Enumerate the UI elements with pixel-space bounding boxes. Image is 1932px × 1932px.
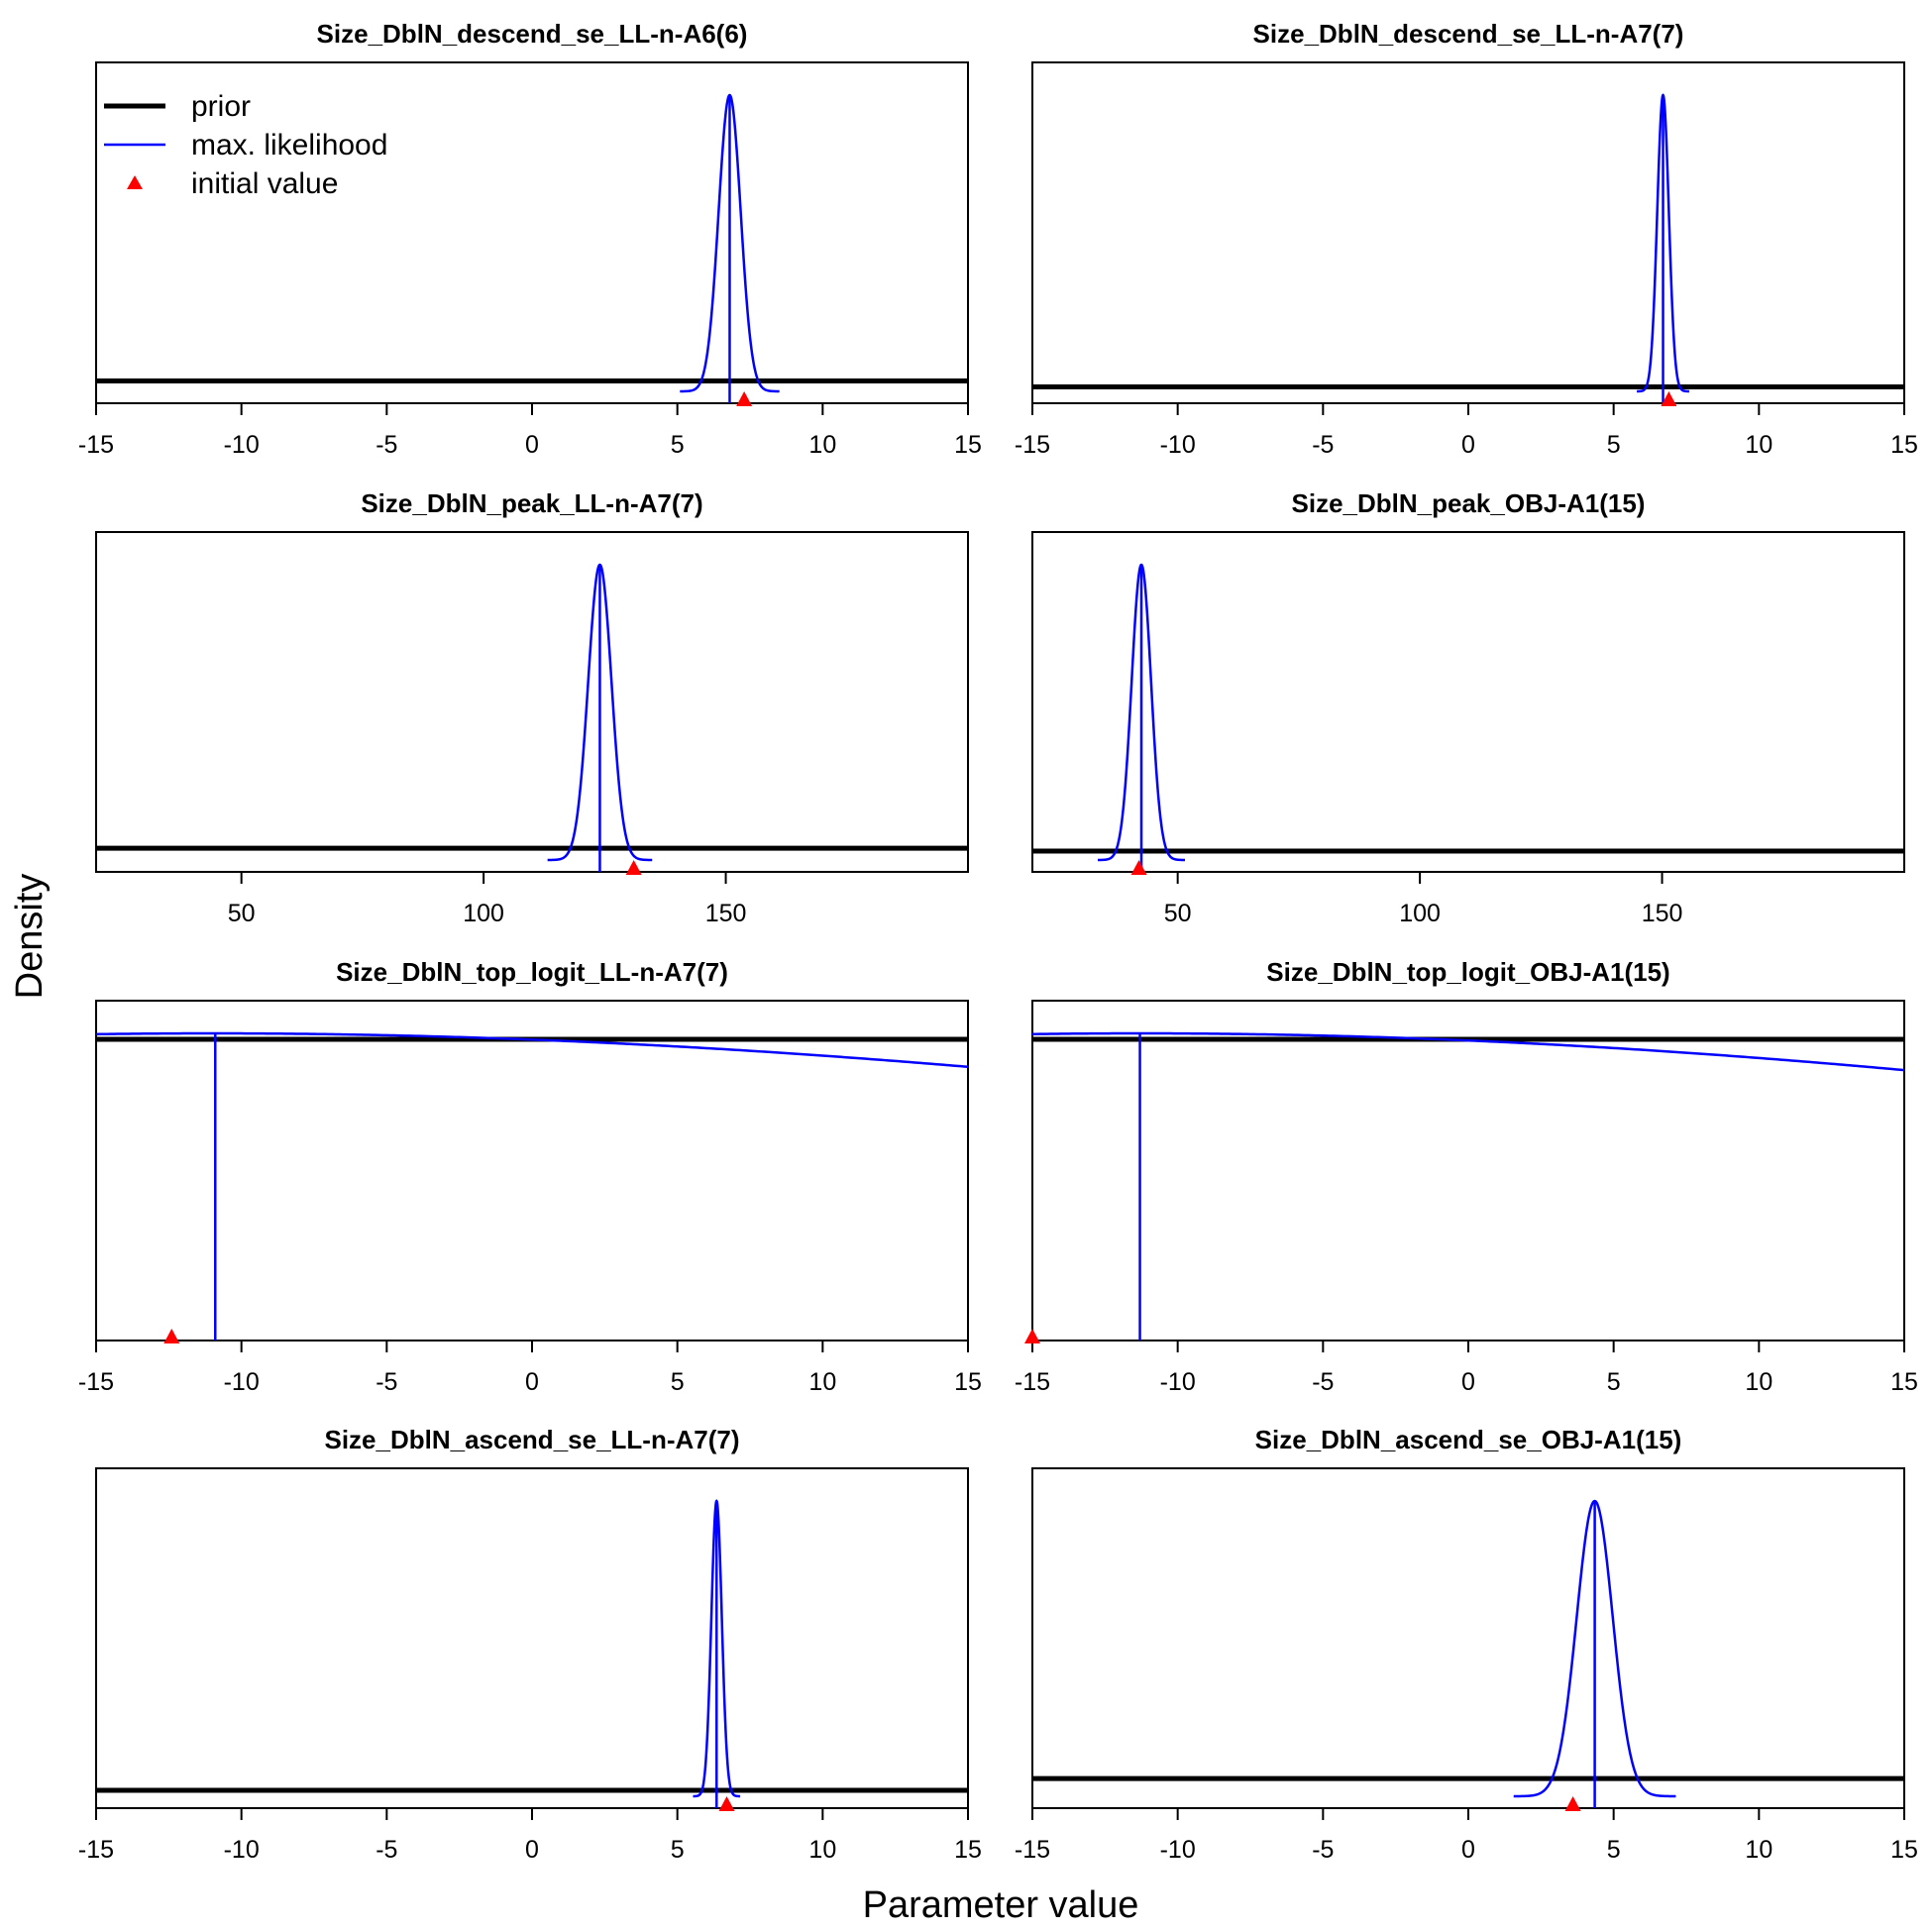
x-tick-label: 5 [1607, 431, 1621, 459]
panel-title: Size_DblN_ascend_se_OBJ-A1(15) [1255, 1425, 1682, 1454]
legend-label: prior [191, 90, 251, 123]
x-tick-label: 0 [1461, 1836, 1475, 1864]
x-tick-label: -15 [78, 1836, 114, 1864]
x-tick-label: 0 [525, 1836, 539, 1864]
x-tick-label: 100 [463, 900, 504, 927]
panel-title: Size_DblN_peak_LL-n-A7(7) [361, 488, 702, 518]
x-tick-label: 15 [954, 1368, 982, 1396]
plot-frame [1031, 531, 1905, 873]
x-tick-label: -15 [78, 431, 114, 459]
x-tick-label: -5 [1312, 1368, 1334, 1396]
x-tick-label: 10 [1745, 1836, 1772, 1864]
plot-frame [95, 531, 969, 873]
x-tick-label: -5 [1312, 1836, 1334, 1864]
x-tick-label: 0 [525, 431, 539, 459]
x-tick-label: -5 [376, 1368, 397, 1396]
x-tick-label: -5 [376, 1836, 397, 1864]
x-tick-label: 10 [1745, 431, 1772, 459]
x-tick-label: 150 [1642, 900, 1683, 927]
x-tick-label: -15 [78, 1368, 114, 1396]
x-tick-label: 10 [808, 1836, 836, 1864]
panel-4: Size_DblN_peak_OBJ-A1(15) 50 100 150 [1031, 488, 1905, 927]
x-tick-label: -5 [1312, 431, 1334, 459]
panel-1: Size_DblN_descend_se_LL-n-A6(6) -15 -10 -5 0… [78, 19, 982, 459]
x-tick-label: 0 [1461, 431, 1475, 459]
x-tick-label: 15 [1890, 1368, 1918, 1396]
panel-title: Size_DblN_descend_se_LL-n-A6(6) [317, 19, 748, 49]
x-tick-label: 5 [1607, 1836, 1621, 1864]
legend-label: max. likelihood [191, 129, 387, 161]
panel-3: Size_DblN_peak_LL-n-A7(7) 50 100 150 [95, 488, 969, 927]
x-tick-label: 0 [1461, 1368, 1475, 1396]
initial-value-marker [1024, 1329, 1040, 1343]
x-tick-label: 10 [808, 1368, 836, 1396]
panel-title: Size_DblN_peak_OBJ-A1(15) [1292, 488, 1646, 518]
x-tick-label: -10 [1160, 1368, 1196, 1396]
initial-value-marker [1564, 1796, 1581, 1811]
initial-value-marker [736, 391, 753, 406]
x-tick-label: 5 [1607, 1368, 1621, 1396]
panel-title: Size_DblN_top_logit_LL-n-A7(7) [336, 957, 728, 987]
initial-value-marker [1661, 391, 1677, 406]
max-likelihood-curve [95, 1031, 969, 1069]
x-tick-label: 15 [1890, 1836, 1918, 1864]
panel-6: Size_DblN_top_logit_OBJ-A1(15) -15 -10 -5 0 5… [1015, 957, 1918, 1396]
x-tick-label: 150 [705, 900, 747, 927]
x-tick-label: -15 [1015, 1368, 1050, 1396]
x-tick-label: -10 [224, 1368, 260, 1396]
x-tick-label: 15 [1890, 431, 1918, 459]
panel-5: Size_DblN_top_logit_LL-n-A7(7) -15 -10 -5 0 5… [78, 957, 982, 1396]
x-tick-label: -10 [224, 1836, 260, 1864]
x-tick-label: 5 [671, 431, 685, 459]
panel-title: Size_DblN_top_logit_OBJ-A1(15) [1266, 957, 1669, 987]
panel-title: Size_DblN_ascend_se_LL-n-A7(7) [324, 1425, 739, 1454]
legend-swatch-initial-value [127, 175, 143, 189]
x-tick-label: 15 [954, 431, 982, 459]
panel-2: Size_DblN_descend_se_LL-n-A7(7) -15 -10 -5 0… [1015, 19, 1918, 459]
x-tick-label: 5 [671, 1836, 685, 1864]
x-tick-label: 10 [808, 431, 836, 459]
max-likelihood-curve [1031, 1031, 1905, 1072]
x-tick-label: -10 [1160, 431, 1196, 459]
y-axis-title: Density [9, 874, 51, 1000]
x-tick-label: 50 [1164, 900, 1192, 927]
x-tick-label: -10 [1160, 1836, 1196, 1864]
legend: prior max. likelihood initial value [104, 90, 387, 200]
x-tick-label: 15 [954, 1836, 982, 1864]
x-tick-label: -5 [376, 431, 397, 459]
x-tick-label: 5 [671, 1368, 685, 1396]
panel-7: Size_DblN_ascend_se_LL-n-A7(7) -15 -10 -5 0 5… [78, 1425, 982, 1864]
initial-value-marker [718, 1796, 735, 1811]
x-tick-label: -15 [1015, 431, 1050, 459]
panels-group: Size_DblN_descend_se_LL-n-A6(6) -15 -10 -5 0… [78, 19, 1918, 1864]
x-tick-label: 100 [1399, 900, 1441, 927]
initial-value-marker [163, 1329, 180, 1343]
x-tick-label: 50 [228, 900, 256, 927]
x-tick-label: 10 [1745, 1368, 1772, 1396]
panel-title: Size_DblN_descend_se_LL-n-A7(7) [1253, 19, 1684, 49]
x-tick-label: 0 [525, 1368, 539, 1396]
legend-label: initial value [191, 167, 338, 200]
x-axis-title: Parameter value [863, 1884, 1139, 1926]
initial-value-marker [1130, 860, 1147, 875]
x-tick-label: -15 [1015, 1836, 1050, 1864]
initial-value-marker [625, 860, 642, 875]
panel-8: Size_DblN_ascend_se_OBJ-A1(15) -15 -10 -5 0 5… [1015, 1425, 1918, 1864]
x-tick-label: -10 [224, 431, 260, 459]
